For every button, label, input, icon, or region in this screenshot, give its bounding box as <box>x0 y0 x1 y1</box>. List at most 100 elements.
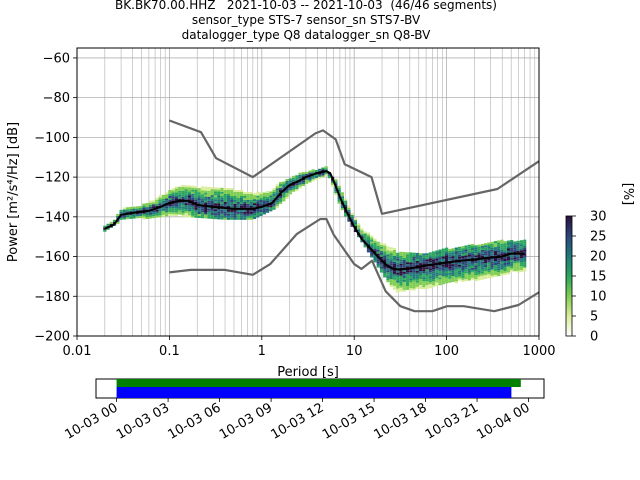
density-cell <box>191 189 195 192</box>
density-cell <box>493 264 497 267</box>
density-cell <box>484 247 488 250</box>
density-cell <box>321 169 325 172</box>
density-cell <box>269 193 273 196</box>
density-cell <box>441 282 445 285</box>
density-cell <box>516 262 520 265</box>
density-cell <box>431 255 436 258</box>
density-cell <box>226 211 231 214</box>
density-cell <box>471 261 475 264</box>
density-cell <box>314 177 318 180</box>
density-cell <box>158 201 162 204</box>
density-cell <box>249 197 253 200</box>
density-cell <box>412 260 416 263</box>
density-cell <box>523 251 527 254</box>
density-cell <box>207 188 211 191</box>
density-cell <box>457 272 462 275</box>
density-cell <box>184 213 188 216</box>
density-cell <box>484 274 488 277</box>
density-cell <box>474 263 478 266</box>
density-cell <box>510 257 514 260</box>
density-cell <box>210 191 214 194</box>
y-tick-label: −180 <box>34 290 70 305</box>
density-cell <box>226 190 231 193</box>
density-cell <box>360 228 364 231</box>
density-cell <box>497 258 501 261</box>
density-cell <box>418 277 423 280</box>
density-cell <box>480 267 484 270</box>
density-cell <box>285 184 289 187</box>
density-cell <box>510 245 514 248</box>
density-cell <box>464 257 468 260</box>
density-cell <box>467 254 471 257</box>
density-cell <box>510 263 514 266</box>
density-cell <box>454 251 458 254</box>
density-cell <box>506 244 511 247</box>
density-cell <box>155 211 159 214</box>
density-cell <box>161 200 166 203</box>
density-cell <box>259 200 263 203</box>
density-cell <box>230 205 234 208</box>
density-cell <box>523 245 527 248</box>
density-cell <box>223 195 227 198</box>
density-cell <box>340 206 345 209</box>
density-cell <box>516 248 520 251</box>
density-cell <box>360 236 364 239</box>
y-axis-ticks: −200−180−160−140−120−100−80−60 <box>34 51 77 345</box>
density-cell <box>226 188 231 191</box>
density-cell <box>239 197 244 200</box>
density-cell <box>425 263 429 266</box>
density-cell <box>444 273 449 276</box>
density-cell <box>291 187 296 190</box>
density-cell <box>301 172 305 175</box>
density-cell <box>487 268 491 271</box>
density-cell <box>197 198 201 201</box>
density-cell <box>392 251 397 254</box>
density-cell <box>425 279 429 282</box>
density-cell <box>506 264 511 267</box>
density-cell <box>210 193 214 196</box>
density-cell <box>148 206 152 209</box>
density-cell <box>275 192 279 195</box>
density-cell <box>350 224 354 227</box>
density-cell <box>405 284 410 287</box>
density-cell <box>171 192 175 195</box>
density-cell <box>519 266 524 269</box>
density-cell <box>347 219 351 222</box>
density-cell <box>503 245 507 248</box>
density-cell <box>220 199 224 202</box>
density-cell <box>187 209 192 212</box>
density-cell <box>506 252 511 255</box>
density-cell <box>510 239 514 242</box>
density-cell <box>178 196 182 199</box>
density-cell <box>278 193 283 196</box>
density-cell <box>265 200 270 203</box>
density-cell <box>392 285 397 288</box>
density-cell <box>438 251 442 254</box>
y-tick-label: −200 <box>34 330 70 345</box>
density-cell <box>415 252 419 255</box>
density-cell <box>497 250 501 253</box>
density-cell <box>282 181 286 184</box>
density-cell <box>213 207 218 210</box>
density-cell <box>474 277 478 280</box>
density-cell <box>191 187 195 190</box>
density-cell <box>295 187 299 190</box>
density-cell <box>379 262 384 265</box>
density-cell <box>474 271 478 274</box>
density-cell <box>444 265 449 268</box>
density-cell <box>259 209 263 212</box>
density-cell <box>444 247 449 250</box>
density-cell <box>428 282 432 285</box>
density-cell <box>187 193 192 196</box>
density-cell <box>191 193 195 196</box>
timeline-tick-label: 10-03 00 <box>62 400 120 442</box>
density-cell <box>187 197 192 200</box>
density-cell <box>334 179 338 182</box>
density-cell <box>148 202 152 205</box>
density-cell <box>490 251 494 254</box>
density-cell <box>484 265 488 268</box>
y-tick-label: −80 <box>43 91 70 106</box>
density-cell <box>471 259 475 262</box>
density-cell <box>441 252 445 255</box>
density-cell <box>155 213 159 216</box>
